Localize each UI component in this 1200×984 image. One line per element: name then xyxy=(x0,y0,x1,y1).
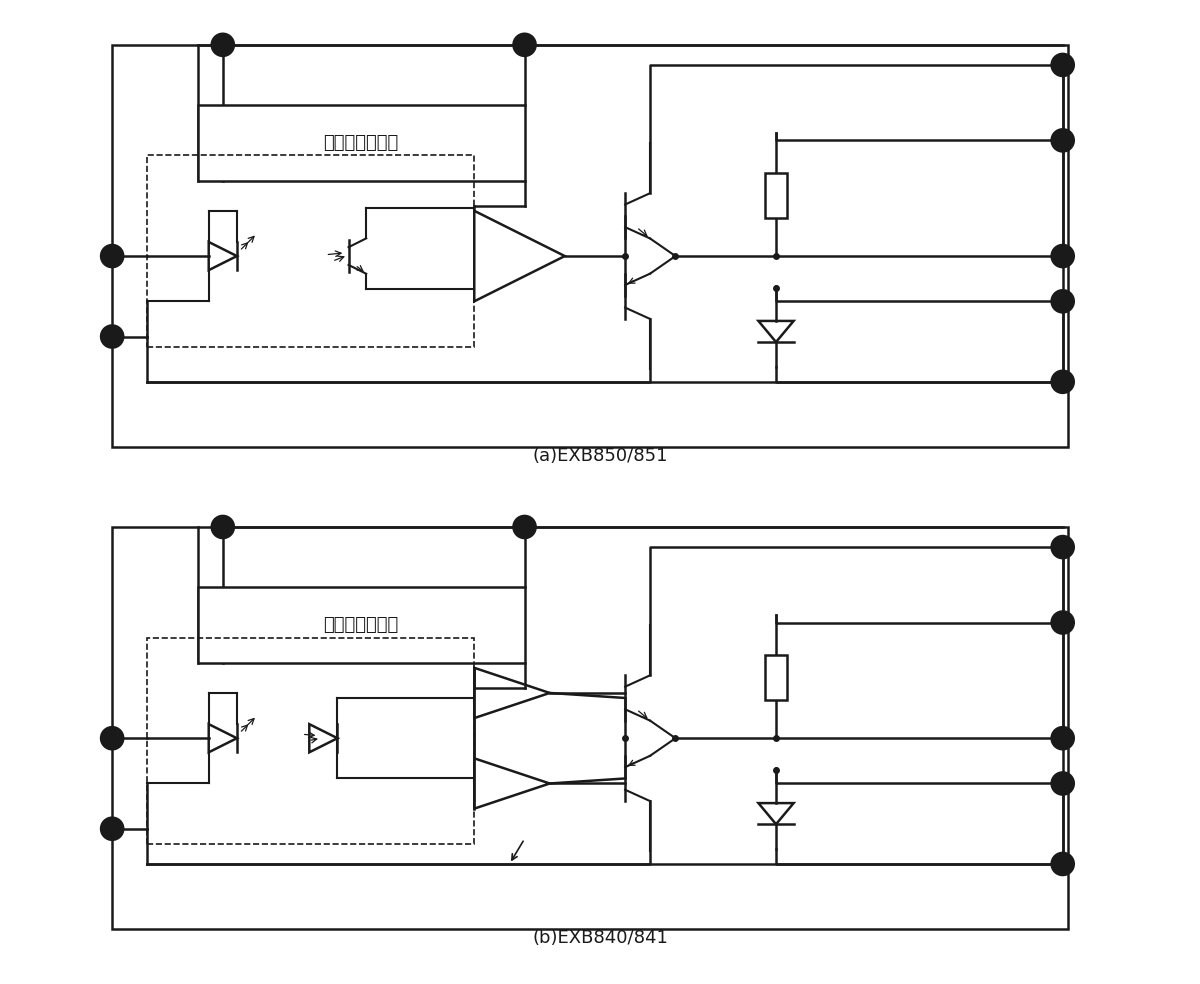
Text: 15: 15 xyxy=(106,733,119,743)
Bar xyxy=(198,587,524,663)
Circle shape xyxy=(101,245,124,267)
Circle shape xyxy=(1051,536,1074,558)
Text: 5: 5 xyxy=(218,37,227,52)
Text: 4: 4 xyxy=(520,37,529,52)
Bar xyxy=(764,655,787,701)
Text: 14: 14 xyxy=(106,332,119,341)
Text: 3: 3 xyxy=(1058,249,1067,263)
Circle shape xyxy=(1051,727,1074,749)
Bar xyxy=(148,155,474,346)
Bar xyxy=(112,45,1068,447)
Circle shape xyxy=(514,516,535,538)
Circle shape xyxy=(1051,853,1074,875)
Text: 过电流保护电路: 过电流保护电路 xyxy=(324,134,398,152)
Text: 过电流保护电路: 过电流保护电路 xyxy=(324,616,398,634)
Circle shape xyxy=(1051,371,1074,393)
Text: 9: 9 xyxy=(1058,857,1067,871)
Text: 6: 6 xyxy=(1058,540,1067,554)
Circle shape xyxy=(514,33,535,56)
Text: 1: 1 xyxy=(1058,776,1067,790)
Circle shape xyxy=(1051,54,1074,76)
Text: 14: 14 xyxy=(106,824,119,833)
Text: 5: 5 xyxy=(218,520,227,534)
Circle shape xyxy=(1051,129,1074,152)
Text: 4: 4 xyxy=(520,520,529,534)
Text: 6: 6 xyxy=(1058,58,1067,72)
Circle shape xyxy=(101,326,124,347)
Text: 2: 2 xyxy=(1058,134,1067,148)
Text: (b)EXB840/841: (b)EXB840/841 xyxy=(532,929,668,947)
Circle shape xyxy=(101,818,124,839)
Text: (a)EXB850/851: (a)EXB850/851 xyxy=(533,447,667,464)
Text: 1: 1 xyxy=(1058,294,1067,308)
Circle shape xyxy=(1051,772,1074,794)
Circle shape xyxy=(211,516,234,538)
Text: 15: 15 xyxy=(106,251,119,261)
Circle shape xyxy=(1051,290,1074,312)
Text: 2: 2 xyxy=(1058,616,1067,630)
Circle shape xyxy=(101,727,124,749)
Circle shape xyxy=(211,33,234,56)
Circle shape xyxy=(1051,245,1074,267)
Bar xyxy=(764,173,787,218)
Text: 3: 3 xyxy=(1058,731,1067,745)
Bar xyxy=(148,638,474,844)
Circle shape xyxy=(1051,611,1074,634)
Bar xyxy=(198,105,524,181)
Bar xyxy=(112,527,1068,929)
Text: 9: 9 xyxy=(1058,375,1067,389)
